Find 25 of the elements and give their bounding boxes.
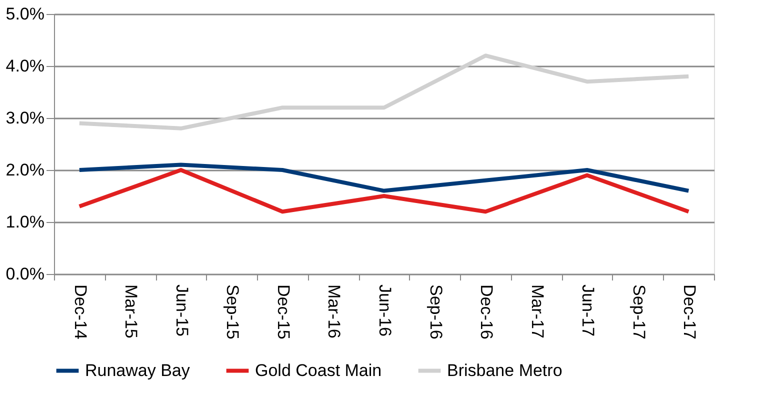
legend-label: Brisbane Metro <box>447 360 562 380</box>
x-tick-label: Jun-16 <box>376 284 394 336</box>
x-tick-label: Sep-15 <box>223 284 242 340</box>
legend-label: Gold Coast Main <box>255 360 382 380</box>
line-series <box>77 54 691 130</box>
y-tick-label: 3.0% <box>6 108 44 128</box>
x-tick-label: Jun-17 <box>578 284 598 336</box>
legend-label: Runaway Bay <box>85 360 190 380</box>
line-series <box>77 168 691 214</box>
x-tick-label: Jun-15 <box>172 284 192 336</box>
x-tick-label: Dec-15 <box>274 284 293 340</box>
y-tick-label: 0.0% <box>6 264 44 284</box>
x-tick-label: Sep-17 <box>629 284 648 340</box>
x-tick-label: Mar-15 <box>122 284 141 338</box>
y-tick-label: 5.0% <box>6 4 44 24</box>
x-tick-label: Dec-14 <box>70 284 90 340</box>
line-series <box>77 162 691 193</box>
x-tick-label: Dec-16 <box>477 284 496 340</box>
y-tick-label: 2.0% <box>6 160 44 180</box>
x-tick-label: Dec-17 <box>680 284 700 340</box>
y-tick-label: 4.0% <box>6 56 44 76</box>
x-tick-label: Mar-17 <box>528 284 547 338</box>
y-tick-label: 1.0% <box>6 212 44 232</box>
x-tick-label: Sep-16 <box>426 284 446 340</box>
x-tick-label: Mar-16 <box>324 284 344 338</box>
